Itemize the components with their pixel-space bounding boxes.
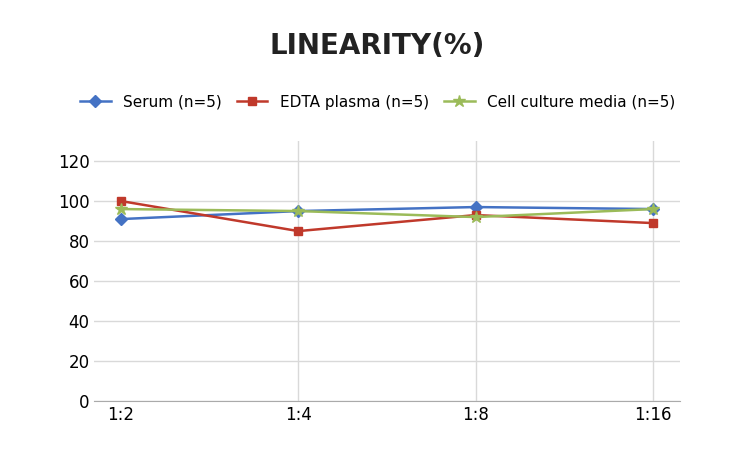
EDTA plasma (n=5)	[649, 221, 658, 226]
Serum (n=5)	[649, 207, 658, 212]
Cell culture media (n=5)	[116, 207, 125, 212]
Serum (n=5)	[294, 208, 303, 214]
Serum (n=5)	[471, 204, 480, 210]
Cell culture media (n=5)	[471, 214, 480, 220]
Line: Serum (n=5): Serum (n=5)	[117, 203, 657, 223]
Cell culture media (n=5)	[294, 208, 303, 214]
EDTA plasma (n=5)	[294, 228, 303, 234]
Text: LINEARITY(%): LINEARITY(%)	[270, 32, 485, 60]
EDTA plasma (n=5)	[116, 198, 125, 204]
Line: EDTA plasma (n=5): EDTA plasma (n=5)	[117, 197, 657, 235]
Cell culture media (n=5)	[649, 207, 658, 212]
Line: Cell culture media (n=5): Cell culture media (n=5)	[115, 203, 659, 223]
EDTA plasma (n=5)	[471, 212, 480, 218]
Serum (n=5)	[116, 216, 125, 222]
Legend: Serum (n=5), EDTA plasma (n=5), Cell culture media (n=5): Serum (n=5), EDTA plasma (n=5), Cell cul…	[74, 89, 681, 116]
